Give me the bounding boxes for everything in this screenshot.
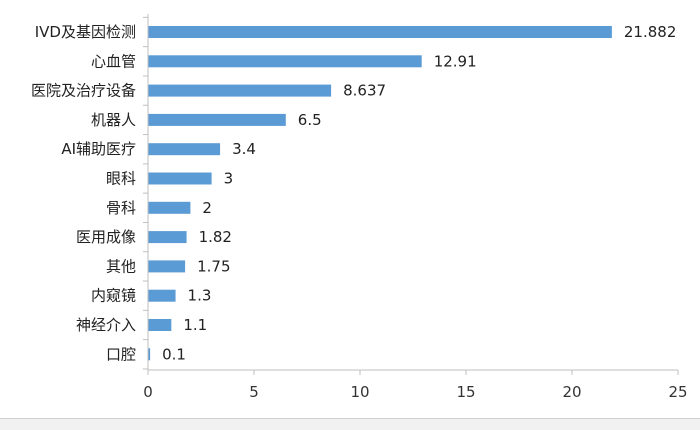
bar <box>148 319 172 331</box>
category-label: 眼科 <box>106 170 136 188</box>
bottom-divider <box>0 418 700 430</box>
category-label: 其他 <box>106 257 136 275</box>
value-label: 6.5 <box>298 111 322 129</box>
bar <box>148 289 176 302</box>
bars-layer <box>148 26 612 361</box>
bar <box>148 113 286 126</box>
category-label: 内窥镜 <box>91 287 136 305</box>
bar <box>148 26 612 38</box>
category-label: 心血管 <box>91 52 136 70</box>
value-label: 21.882 <box>624 23 677 41</box>
value-label: 3 <box>224 170 234 188</box>
bar <box>148 348 151 361</box>
x-tick-label: 20 <box>562 383 581 401</box>
value-label: 1.3 <box>188 287 212 305</box>
value-label: 2 <box>202 199 212 217</box>
category-label: 口腔 <box>106 345 136 363</box>
category-label: 骨科 <box>106 199 136 217</box>
value-label: 3.4 <box>232 140 256 158</box>
bar <box>148 143 221 156</box>
value-label: 1.75 <box>197 257 230 275</box>
category-label: 机器人 <box>91 111 136 129</box>
category-label: AI辅助医疗 <box>61 140 136 158</box>
x-tick-label: 0 <box>143 383 153 401</box>
bar <box>148 201 191 214</box>
bar <box>148 55 422 68</box>
axes: 0 5 10 15 20 25 <box>143 14 688 401</box>
bar <box>148 260 186 273</box>
bar <box>148 231 187 244</box>
value-label: 0.1 <box>162 345 186 363</box>
value-labels: 21.882 12.91 8.637 6.5 3.4 32 1.82 1.75 1.3 1.1 0.… <box>162 23 676 363</box>
bar <box>148 172 212 185</box>
x-tick-label: 15 <box>456 383 475 401</box>
category-label: 神经介入 <box>76 316 136 334</box>
value-label: 1.82 <box>199 228 232 246</box>
category-label: IVD及基因检测 <box>35 23 136 41</box>
value-label: 12.91 <box>434 52 477 70</box>
x-tick-label: 10 <box>350 383 369 401</box>
x-tick-label: 25 <box>668 383 687 401</box>
x-tick-label: 5 <box>249 383 259 401</box>
bar <box>148 84 332 97</box>
value-label: 8.637 <box>343 82 386 100</box>
category-label: 医用成像 <box>76 228 136 246</box>
category-label: 医院及治疗设备 <box>31 82 136 100</box>
value-label: 1.1 <box>183 316 207 334</box>
